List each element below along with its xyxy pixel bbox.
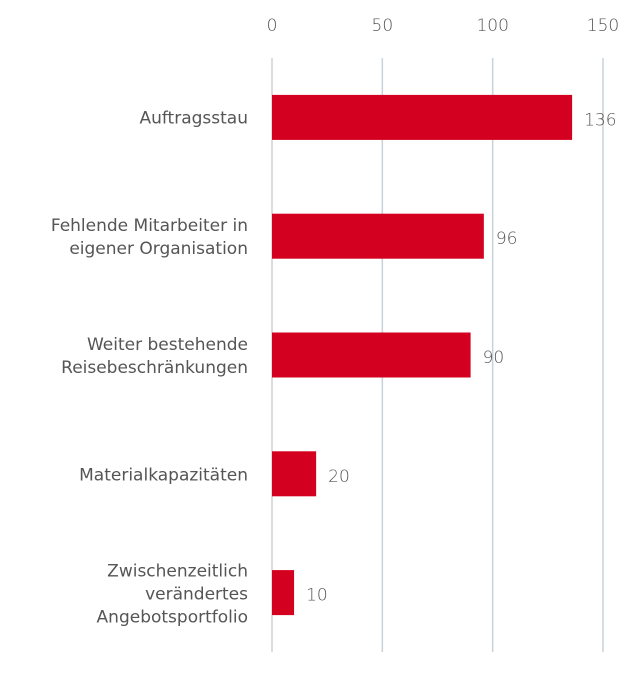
- category-label: Zwischenzeitlich verändertes Angebotspor…: [96, 561, 248, 628]
- value-label: 90: [483, 348, 505, 368]
- bar: [272, 570, 295, 616]
- category-label: Auftragsstau: [139, 108, 248, 129]
- x-tick-label: 100: [476, 16, 508, 36]
- bar: [272, 94, 573, 140]
- x-tick-label: 0: [267, 16, 278, 36]
- x-tick-label: 150: [587, 16, 619, 36]
- value-label: 10: [306, 586, 328, 606]
- value-label: 20: [328, 467, 350, 487]
- category-label: Fehlende Mitarbeiter in eigener Organisa…: [50, 216, 248, 260]
- value-label: 96: [496, 229, 518, 249]
- bar: [272, 451, 317, 497]
- bar: [272, 213, 484, 259]
- category-label: Materialkapazitäten: [79, 465, 248, 486]
- value-label: 136: [584, 110, 616, 130]
- x-tick-label: 50: [372, 16, 394, 36]
- bar: [272, 332, 471, 378]
- category-label: Weiter bestehende Reisebeschränkungen: [61, 335, 248, 378]
